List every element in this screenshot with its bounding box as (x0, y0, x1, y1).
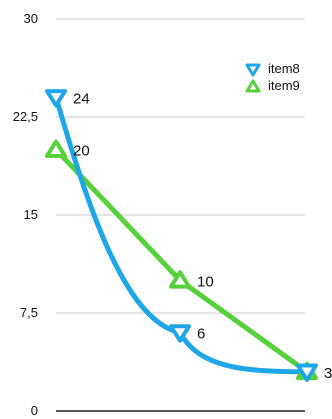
data-label-item8-2: 6 (197, 326, 205, 343)
y-tick-label: 30 (24, 11, 38, 26)
y-axis-tick-labels: 0 7,5 15 22,5 30 (13, 11, 38, 418)
legend-marker-item9 (245, 79, 261, 93)
marker-item9-0 (45, 139, 67, 158)
legend-marker-item8 (245, 63, 261, 77)
legend-label-item9: item9 (268, 78, 300, 93)
y-tick-label: 22,5 (13, 109, 38, 124)
data-label-item9-2: 10 (197, 273, 214, 290)
series-line-item8 (53, 94, 310, 375)
series-markers (45, 89, 318, 382)
y-tick-label: 15 (24, 207, 38, 222)
marker-item8-0 (45, 89, 67, 108)
legend-item-item9: item9 (245, 78, 300, 93)
y-tick-label: 0 (31, 403, 38, 418)
marker-item8-3 (296, 363, 318, 382)
data-labels: 20 10 24 6 3 (73, 90, 332, 381)
legend: item8 item9 (245, 61, 300, 93)
marker-item8-2 (169, 324, 191, 343)
legend-item-item8: item8 (245, 61, 300, 77)
y-tick-label: 7,5 (20, 305, 38, 320)
legend-label-item8: item8 (268, 61, 300, 76)
data-label-item8-3: 3 (324, 365, 332, 382)
marker-item9-2 (169, 270, 191, 289)
data-label-item8-0: 24 (73, 90, 90, 107)
data-label-item9-0: 20 (73, 143, 90, 160)
grid-lines (56, 18, 305, 412)
